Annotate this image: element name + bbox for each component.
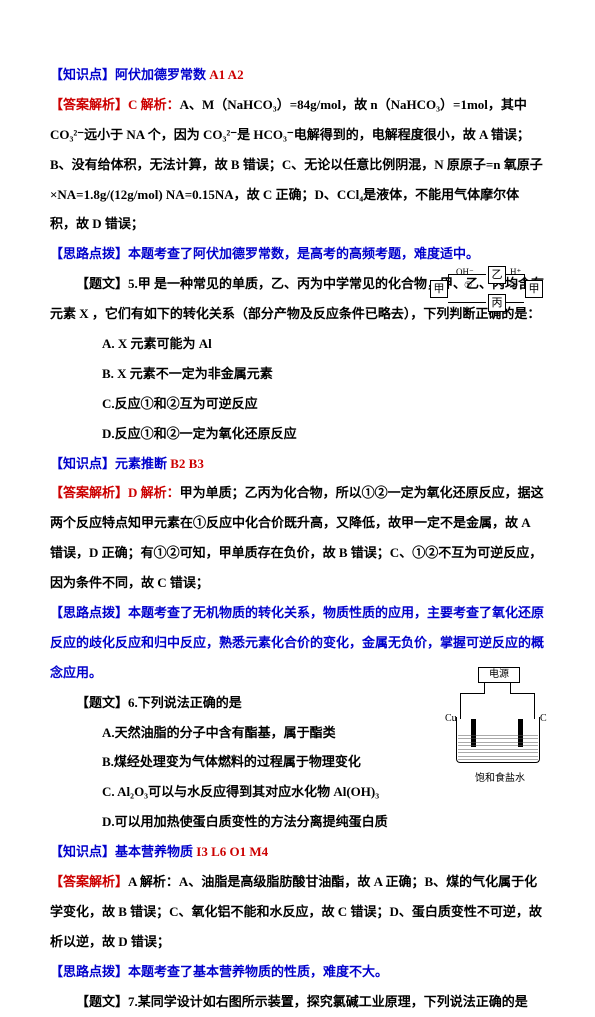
tag-label: 【知识点】基本营养物质 [50, 844, 196, 859]
answer-block-2: 【答案解析】D 解析：甲为单质；乙丙为化合物，所以①②一定为氧化还原反应，据这两… [50, 478, 545, 598]
solution-label: 饱和食盐水 [470, 767, 530, 790]
box-far: 甲 [525, 280, 543, 298]
wire [460, 693, 485, 694]
power-source: 电源 [478, 667, 520, 683]
think-block-3: 【思路点拨】本题考查了基本营养物质的性质，难度不大。 [50, 957, 545, 987]
answer-prefix: 【答案解析】D 解析： [50, 485, 180, 500]
answer-block-3: 【答案解析】A 解析：A、油脂是高级脂肪酸甘油酯，故 A 正确；B、煤的气化属于… [50, 867, 545, 957]
question-6-optD: D.可以用加热使蛋白质变性的方法分离提纯蛋白质 [50, 807, 545, 837]
think-label: 【思路点拨】 [50, 964, 128, 979]
tag-label: 【知识点】阿伏加德罗常数 [50, 67, 209, 82]
lbl-1b: ① [464, 275, 472, 296]
tag-code: I3 L6 O1 M4 [196, 844, 268, 859]
think-label: 【思路点拨】 [50, 246, 128, 261]
think-label: 【思路点拨】 [50, 605, 128, 620]
answer-body: 甲为单质；乙丙为化合物，所以①②一定为氧化还原反应，据这两个反应特点知甲元素在①… [50, 485, 544, 590]
wire [460, 693, 461, 719]
question-5-optD: D.反应①和②一定为氧化还原反应 [50, 419, 545, 449]
box-topright: 乙 [488, 266, 506, 284]
answer-block-1: 【答案解析】C 解析：A、M（NaHCO₃）=84g/mol，故 n（NaHCO… [50, 90, 545, 239]
arrow-line [448, 274, 449, 289]
reaction-diagram: 甲 乙 丙 甲 OH⁻ ① H⁺ ② [430, 262, 540, 314]
tag-code: B2 B3 [170, 456, 204, 471]
wire [510, 693, 535, 694]
tag-code: A1 A2 [209, 67, 243, 82]
question-5-optA: A. X 元素可能为 Al [50, 329, 545, 359]
answer-prefix: 【答案解析】 [50, 874, 128, 889]
wire [510, 683, 511, 693]
answer-prefix: 【答案解析】C 解析： [50, 97, 180, 112]
think-body: 本题考查了基本营养物质的性质，难度不大。 [128, 964, 388, 979]
electrolysis-diagram: 电源 Cu C 饱和食盐水 [450, 667, 545, 792]
electrode-left-label: Cu [445, 707, 457, 730]
question-7-title: 【题文】7.某同学设计如右图所示装置，探究氯碱工业原理，下列说法正确的是 [50, 987, 545, 1017]
box-botright: 丙 [488, 294, 506, 312]
tag-label: 【知识点】元素推断 [50, 456, 170, 471]
section-knowledge-1: 【知识点】阿伏加德罗常数 A1 A2 [50, 60, 545, 90]
lbl-2b: ② [510, 275, 518, 296]
solution [458, 732, 538, 761]
box-left: 甲 [430, 280, 448, 298]
electrode-right-label: C [540, 707, 547, 730]
arrow-line [448, 302, 486, 303]
question-5-optC: C.反应①和②互为可逆反应 [50, 389, 545, 419]
section-knowledge-2: 【知识点】元素推断 B2 B3 [50, 449, 545, 479]
wire [484, 683, 485, 693]
think-body: 本题考查了阿伏加德罗常数，是高考的高频考题，难度适中。 [128, 246, 479, 261]
wire [534, 693, 535, 719]
answer-body: A、M（NaHCO₃）=84g/mol，故 n（NaHCO₃）=1mol，其中 … [50, 97, 543, 232]
question-5-optB: B. X 元素不一定为非金属元素 [50, 359, 545, 389]
arrow-line [506, 302, 524, 303]
arrow-line [524, 274, 525, 289]
